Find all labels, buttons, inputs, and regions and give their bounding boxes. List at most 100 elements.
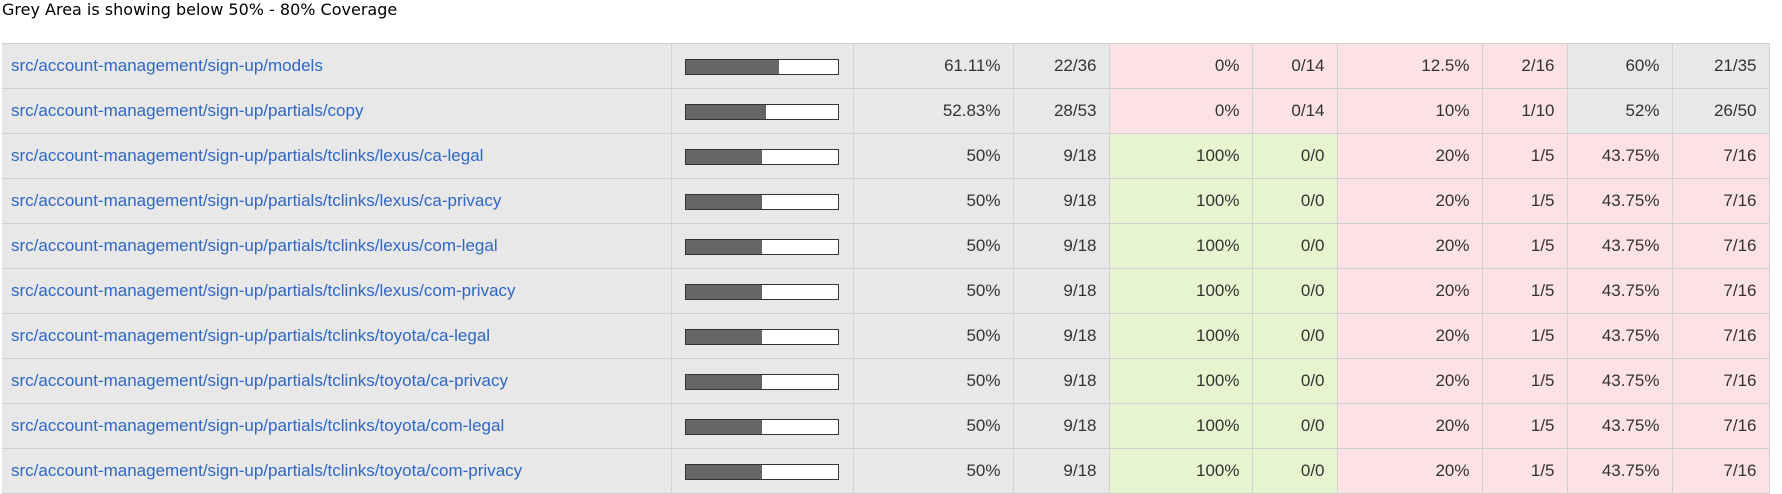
coverage-bar-cell <box>671 403 854 449</box>
branches-pct-cell: 0% <box>1109 88 1253 134</box>
lines-pct-cell: 43.75% <box>1567 178 1673 224</box>
branches-pct-cell: 100% <box>1109 133 1253 179</box>
table-row: src/account-management/sign-up/partials/… <box>2 178 1770 224</box>
file-link[interactable]: src/account-management/sign-up/partials/… <box>11 281 516 300</box>
branches-fraction-cell: 0/0 <box>1252 133 1338 179</box>
branches-pct-cell: 100% <box>1109 223 1253 269</box>
file-link[interactable]: src/account-management/sign-up/partials/… <box>11 146 484 165</box>
coverage-bar <box>685 373 839 390</box>
file-link[interactable]: src/account-management/sign-up/partials/… <box>11 236 498 255</box>
file-link[interactable]: src/account-management/sign-up/partials/… <box>11 101 364 120</box>
coverage-bar-cell <box>671 358 854 404</box>
branches-fraction-cell: 0/0 <box>1252 358 1338 404</box>
statements-pct-cell: 50% <box>853 133 1014 179</box>
branches-fraction-cell: 0/14 <box>1252 43 1338 89</box>
statements-pct-cell: 61.11% <box>853 43 1014 89</box>
branches-fraction-cell: 0/0 <box>1252 403 1338 449</box>
coverage-bar <box>685 193 839 210</box>
statements-fraction-cell: 9/18 <box>1013 358 1110 404</box>
lines-fraction-cell: 7/16 <box>1672 178 1770 224</box>
coverage-bar <box>685 328 839 345</box>
file-cell: src/account-management/sign-up/models <box>2 43 672 89</box>
lines-fraction-cell: 7/16 <box>1672 448 1770 494</box>
file-link[interactable]: src/account-management/sign-up/models <box>11 56 323 75</box>
branches-pct-cell: 100% <box>1109 448 1253 494</box>
file-cell: src/account-management/sign-up/partials/… <box>2 403 672 449</box>
file-cell: src/account-management/sign-up/partials/… <box>2 178 672 224</box>
file-link[interactable]: src/account-management/sign-up/partials/… <box>11 461 523 480</box>
coverage-bar <box>685 103 839 120</box>
table-row: src/account-management/sign-up/partials/… <box>2 403 1770 449</box>
lines-pct-cell: 43.75% <box>1567 313 1673 359</box>
coverage-bar <box>685 148 839 165</box>
coverage-bar-cell <box>671 88 854 134</box>
statements-pct-cell: 50% <box>853 403 1014 449</box>
lines-fraction-cell: 7/16 <box>1672 358 1770 404</box>
lines-pct-cell: 43.75% <box>1567 223 1673 269</box>
lines-fraction-cell: 26/50 <box>1672 88 1770 134</box>
coverage-bar-fill <box>686 104 767 119</box>
branches-pct-cell: 100% <box>1109 358 1253 404</box>
file-cell: src/account-management/sign-up/partials/… <box>2 448 672 494</box>
statements-pct-cell: 50% <box>853 358 1014 404</box>
table-row: src/account-management/sign-up/partials/… <box>2 358 1770 404</box>
file-link[interactable]: src/account-management/sign-up/partials/… <box>11 371 508 390</box>
file-link[interactable]: src/account-management/sign-up/partials/… <box>11 416 505 435</box>
coverage-bar-fill <box>686 464 762 479</box>
coverage-bar-fill <box>686 149 762 164</box>
branches-pct-cell: 100% <box>1109 403 1253 449</box>
statements-fraction-cell: 9/18 <box>1013 268 1110 314</box>
coverage-bar-cell <box>671 268 854 314</box>
functions-pct-cell: 20% <box>1337 268 1483 314</box>
table-row: src/account-management/sign-up/partials/… <box>2 268 1770 314</box>
statements-pct-cell: 50% <box>853 448 1014 494</box>
coverage-table: src/account-management/sign-up/models 61.… <box>2 43 1770 494</box>
coverage-bar-fill <box>686 194 762 209</box>
statements-fraction-cell: 9/18 <box>1013 448 1110 494</box>
lines-fraction-cell: 7/16 <box>1672 133 1770 179</box>
statements-pct-cell: 50% <box>853 178 1014 224</box>
lines-fraction-cell: 21/35 <box>1672 43 1770 89</box>
branches-fraction-cell: 0/0 <box>1252 313 1338 359</box>
functions-fraction-cell: 1/5 <box>1482 358 1568 404</box>
coverage-bar-cell <box>671 178 854 224</box>
lines-pct-cell: 52% <box>1567 88 1673 134</box>
functions-fraction-cell: 1/5 <box>1482 223 1568 269</box>
functions-pct-cell: 20% <box>1337 313 1483 359</box>
lines-pct-cell: 43.75% <box>1567 133 1673 179</box>
coverage-bar-cell <box>671 313 854 359</box>
file-link[interactable]: src/account-management/sign-up/partials/… <box>11 326 491 345</box>
functions-fraction-cell: 1/5 <box>1482 178 1568 224</box>
coverage-bar-fill <box>686 329 762 344</box>
file-cell: src/account-management/sign-up/partials/… <box>2 133 672 179</box>
branches-fraction-cell: 0/0 <box>1252 178 1338 224</box>
functions-pct-cell: 12.5% <box>1337 43 1483 89</box>
statements-fraction-cell: 22/36 <box>1013 43 1110 89</box>
statements-pct-cell: 50% <box>853 268 1014 314</box>
file-cell: src/account-management/sign-up/partials/… <box>2 268 672 314</box>
file-cell: src/account-management/sign-up/partials/… <box>2 223 672 269</box>
coverage-bar-fill <box>686 239 762 254</box>
statements-fraction-cell: 9/18 <box>1013 403 1110 449</box>
coverage-bar-cell <box>671 133 854 179</box>
coverage-bar-fill <box>686 374 762 389</box>
coverage-bar <box>685 463 839 480</box>
functions-fraction-cell: 2/16 <box>1482 43 1568 89</box>
functions-fraction-cell: 1/5 <box>1482 133 1568 179</box>
coverage-bar-fill <box>686 59 779 74</box>
table-row: src/account-management/sign-up/partials/… <box>2 88 1770 134</box>
table-row: src/account-management/sign-up/models 61.… <box>2 43 1770 89</box>
file-cell: src/account-management/sign-up/partials/… <box>2 358 672 404</box>
lines-fraction-cell: 7/16 <box>1672 223 1770 269</box>
file-link[interactable]: src/account-management/sign-up/partials/… <box>11 191 502 210</box>
coverage-caption: Grey Area is showing below 50% - 80% Cov… <box>2 0 398 19</box>
statements-fraction-cell: 28/53 <box>1013 88 1110 134</box>
coverage-bar-fill <box>686 419 762 434</box>
coverage-bar-cell <box>671 223 854 269</box>
statements-fraction-cell: 9/18 <box>1013 313 1110 359</box>
branches-pct-cell: 100% <box>1109 178 1253 224</box>
functions-pct-cell: 20% <box>1337 358 1483 404</box>
branches-fraction-cell: 0/14 <box>1252 88 1338 134</box>
table-row: src/account-management/sign-up/partials/… <box>2 223 1770 269</box>
branches-fraction-cell: 0/0 <box>1252 223 1338 269</box>
